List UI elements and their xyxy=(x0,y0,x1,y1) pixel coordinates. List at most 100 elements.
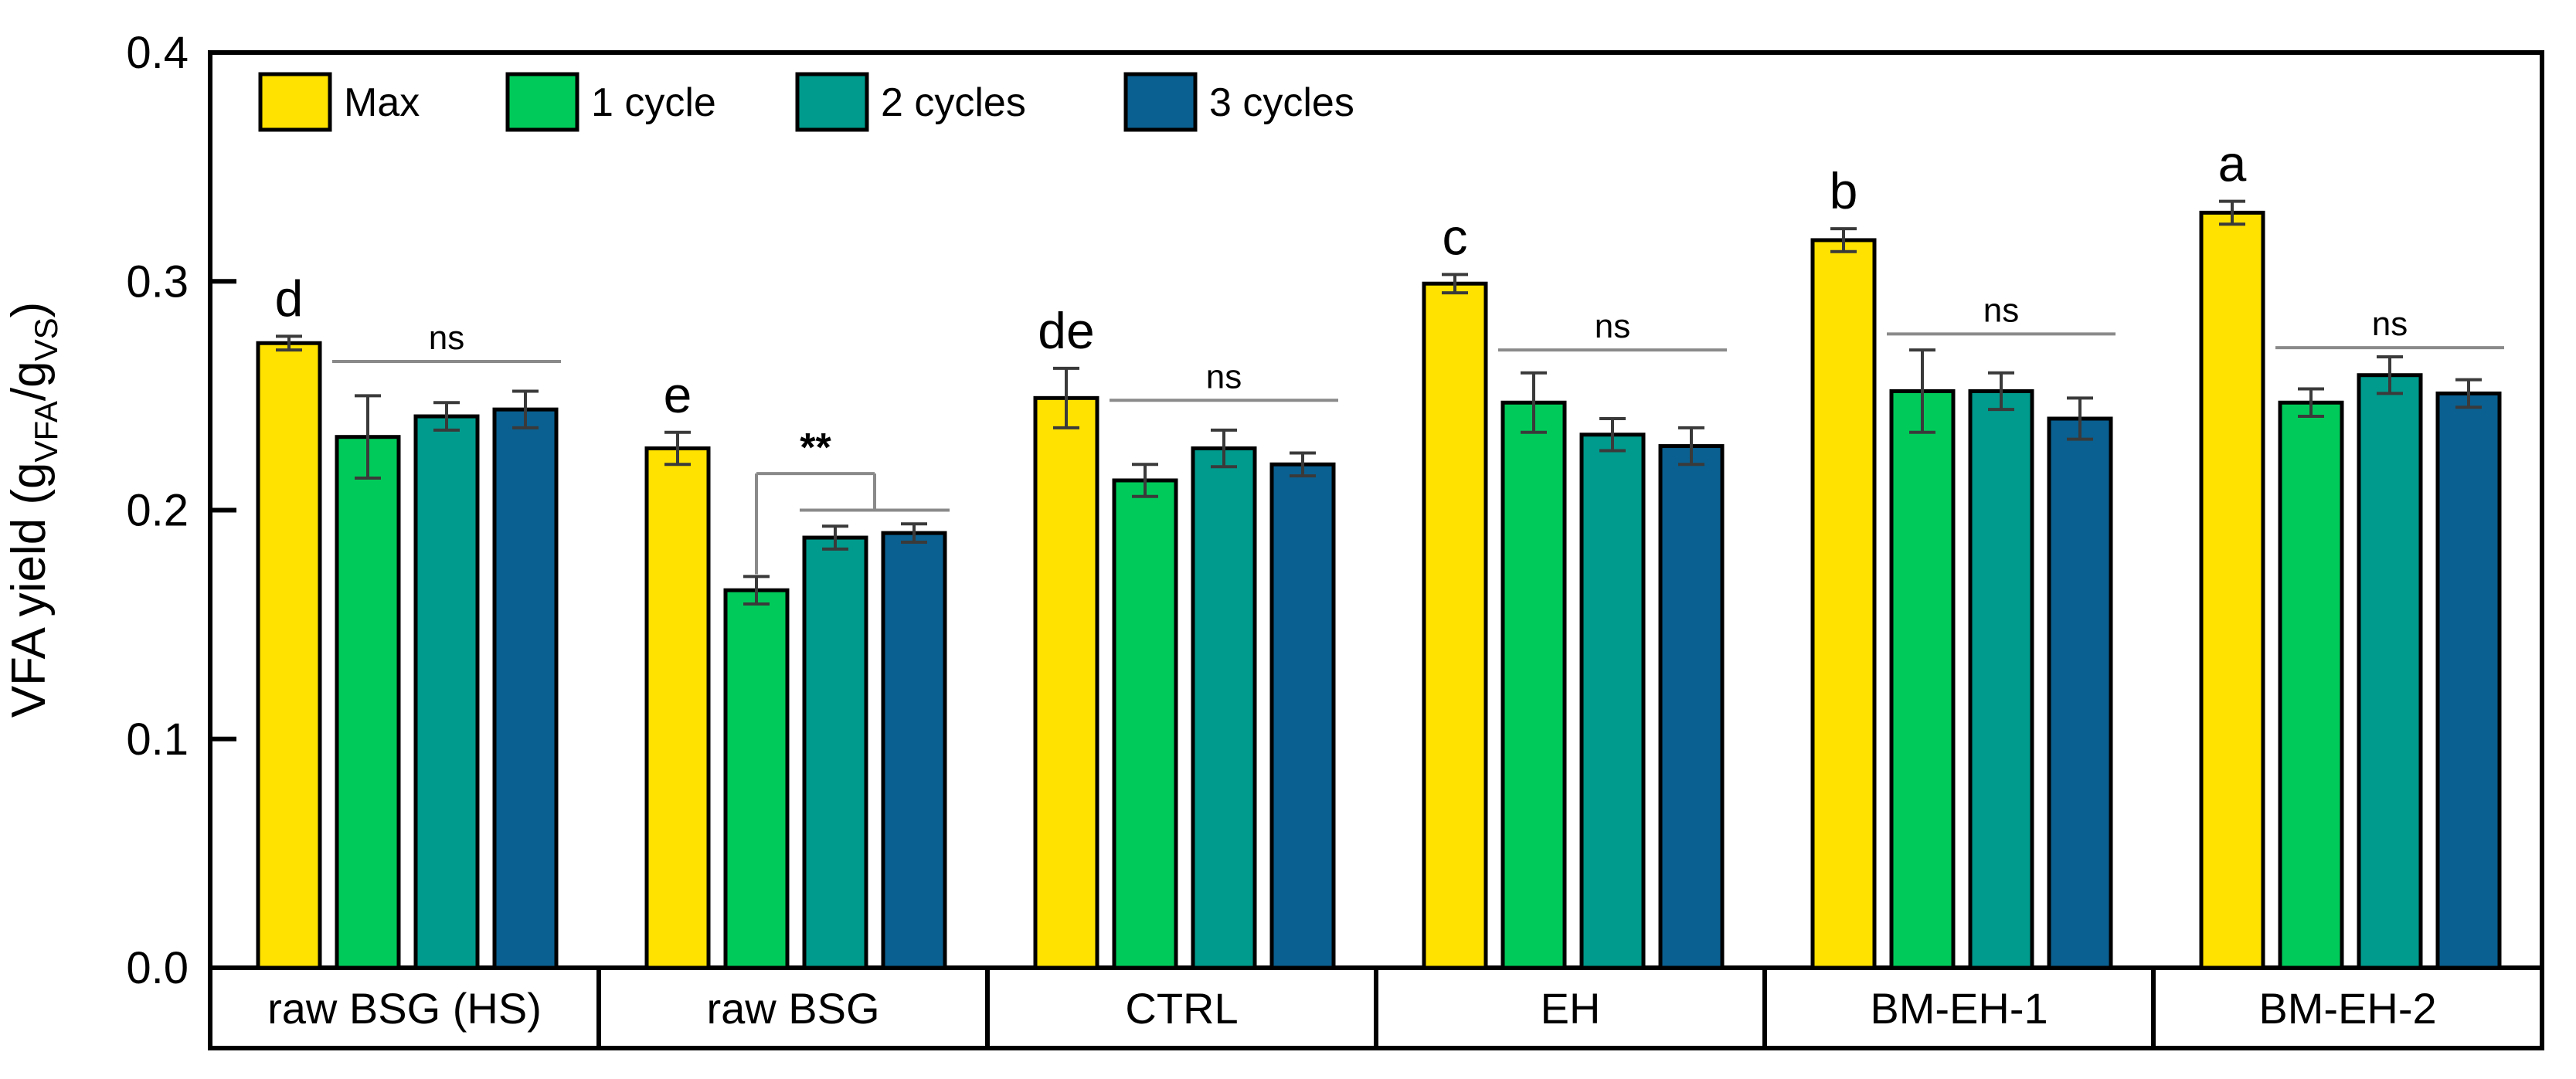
category-label-bm-eh-2: BM-EH-2 xyxy=(2258,984,2436,1033)
bar-1-cycle-eh xyxy=(1500,400,1567,970)
bar-max-bm-eh-1 xyxy=(1810,238,1877,970)
y-tick-label-0.3: 0.3 xyxy=(126,256,189,307)
legend-entry-3-cycles: 3 cycles xyxy=(1123,72,1354,132)
bar-2-cycles-bm-eh-1 xyxy=(1968,389,2034,970)
bar-1-cycle-bm-eh-2 xyxy=(2278,400,2344,970)
error-bar-3-cycles-ctrl xyxy=(1290,451,1316,478)
error-bar-2-cycles-bm-eh-1 xyxy=(1988,371,2014,412)
legend-swatch-3-cycles xyxy=(1123,72,1198,132)
error-bar-3-cycles-raw-bsg-hs xyxy=(512,389,539,429)
error-bar-1-cycle-raw-bsg-hs xyxy=(355,394,381,480)
bar-max-eh xyxy=(1422,281,1488,970)
error-bar-2-cycles-ctrl xyxy=(1211,428,1237,469)
bar-1-cycle-bm-eh-1 xyxy=(1889,389,1956,970)
legend-label-2-cycles: 2 cycles xyxy=(881,80,1026,125)
error-bar-2-cycles-bm-eh-2 xyxy=(2377,355,2403,395)
sig-ns-label: ns xyxy=(2372,305,2408,343)
bar-2-cycles-raw-bsg xyxy=(802,535,868,970)
bar-max-bm-eh-2 xyxy=(2199,210,2265,970)
category-box-ctrl xyxy=(985,965,1378,1050)
sig-ns-label: ns xyxy=(1983,291,2019,329)
bar-1-cycle-ctrl xyxy=(1112,478,1178,970)
error-bar-max-eh xyxy=(1442,273,1468,295)
error-bar-3-cycles-bm-eh-1 xyxy=(2067,396,2093,441)
category-label-bm-eh-1: BM-EH-1 xyxy=(1870,984,2048,1033)
bar-1-cycle-raw-bsg-hs xyxy=(335,435,401,970)
sig-ns-raw-bsg-hs: ns xyxy=(332,319,561,363)
category-box-raw-bsg-hs xyxy=(208,965,601,1050)
category-box-eh xyxy=(1374,965,1767,1050)
sig-ns-label: ns xyxy=(1206,358,1242,395)
error-bar-max-raw-bsg xyxy=(664,430,691,467)
sig-ns-bm-eh-2: ns xyxy=(2275,305,2504,350)
bar-3-cycles-bm-eh-1 xyxy=(2047,416,2113,970)
error-bar-1-cycle-bm-eh-2 xyxy=(2298,387,2324,419)
letter-c-eh: c xyxy=(1443,208,1468,265)
y-axis-title-suffix: ) xyxy=(2,302,56,318)
category-label-eh: EH xyxy=(1541,984,1601,1033)
y-tick-label-0.4: 0.4 xyxy=(126,28,189,78)
bar-2-cycles-eh xyxy=(1579,433,1646,970)
y-axis-title-sub-vs: VS xyxy=(28,317,64,361)
bar-max-ctrl xyxy=(1033,395,1099,970)
letter-a-bm-eh-2: a xyxy=(2218,135,2247,192)
error-bar-max-bm-eh-1 xyxy=(1830,227,1857,253)
error-bar-max-bm-eh-2 xyxy=(2219,199,2245,226)
bar-max-raw-bsg-hs xyxy=(256,341,322,970)
bar-3-cycles-eh xyxy=(1658,444,1725,970)
bar-3-cycles-raw-bsg xyxy=(881,531,947,970)
bar-2-cycles-bm-eh-2 xyxy=(2357,373,2423,970)
bar-2-cycles-raw-bsg-hs xyxy=(413,414,480,970)
y-tick-label-0.2: 0.2 xyxy=(126,486,189,536)
y-axis-title-sub-vfa: VFA xyxy=(28,401,64,462)
bar-3-cycles-raw-bsg-hs xyxy=(492,407,559,970)
legend-entry-1-cycle: 1 cycle xyxy=(505,72,716,132)
sig-ns-label: ns xyxy=(1595,307,1630,345)
bar-3-cycles-ctrl xyxy=(1269,462,1336,970)
y-axis-title-mid: /g xyxy=(2,361,56,401)
error-bar-2-cycles-raw-bsg-hs xyxy=(433,401,460,432)
legend-swatch-max xyxy=(258,72,332,132)
sig-ns-ctrl: ns xyxy=(1110,358,1338,402)
legend-label-1-cycle: 1 cycle xyxy=(591,80,716,125)
sig-bracket-raw-bsg: ** xyxy=(755,426,950,575)
sig-ns-bm-eh-1: ns xyxy=(1887,291,2116,336)
error-bar-max-ctrl xyxy=(1053,366,1079,429)
error-bar-max-raw-bsg-hs xyxy=(276,334,302,352)
legend-label-3-cycles: 3 cycles xyxy=(1209,80,1354,125)
y-tick-label-0.1: 0.1 xyxy=(126,714,189,765)
legend-label-max: Max xyxy=(344,80,420,125)
category-box-bm-eh-1 xyxy=(1762,965,2156,1050)
error-bar-3-cycles-eh xyxy=(1678,426,1704,467)
error-bar-1-cycle-raw-bsg xyxy=(743,575,770,606)
legend-entry-max: Max xyxy=(258,72,420,132)
error-bar-1-cycle-ctrl xyxy=(1132,463,1158,498)
error-bar-2-cycles-eh xyxy=(1599,417,1626,453)
letter-de-ctrl: de xyxy=(1038,302,1094,359)
category-label-raw-bsg: raw BSG xyxy=(706,984,879,1033)
sig-ns-eh: ns xyxy=(1498,307,1727,352)
bar-2-cycles-ctrl xyxy=(1191,446,1257,970)
bar-3-cycles-bm-eh-2 xyxy=(2435,391,2502,970)
error-bar-2-cycles-raw-bsg xyxy=(822,524,848,551)
letter-e-raw-bsg: e xyxy=(664,366,692,423)
category-box-bm-eh-2 xyxy=(2151,965,2544,1050)
letter-b-bm-eh-1: b xyxy=(1830,162,1858,219)
legend-entry-2-cycles: 2 cycles xyxy=(795,72,1026,132)
sig-bracket-label: ** xyxy=(800,426,831,470)
category-box-raw-bsg xyxy=(596,965,990,1050)
legend-swatch-2-cycles xyxy=(795,72,869,132)
error-bar-3-cycles-raw-bsg xyxy=(901,522,927,544)
y-axis-title: VFA yield (gVFA/gVS) xyxy=(2,302,64,718)
error-bar-1-cycle-bm-eh-1 xyxy=(1909,348,1935,434)
bar-1-cycle-raw-bsg xyxy=(723,588,790,970)
sig-ns-label: ns xyxy=(429,319,464,357)
category-label-raw-bsg-hs: raw BSG (HS) xyxy=(267,984,542,1033)
error-bar-1-cycle-eh xyxy=(1521,371,1547,434)
letter-d-raw-bsg-hs: d xyxy=(275,270,304,327)
y-axis-title-prefix: VFA yield (g xyxy=(2,462,56,718)
y-tick-label-0.0: 0.0 xyxy=(126,943,189,993)
category-label-ctrl: CTRL xyxy=(1125,984,1238,1033)
